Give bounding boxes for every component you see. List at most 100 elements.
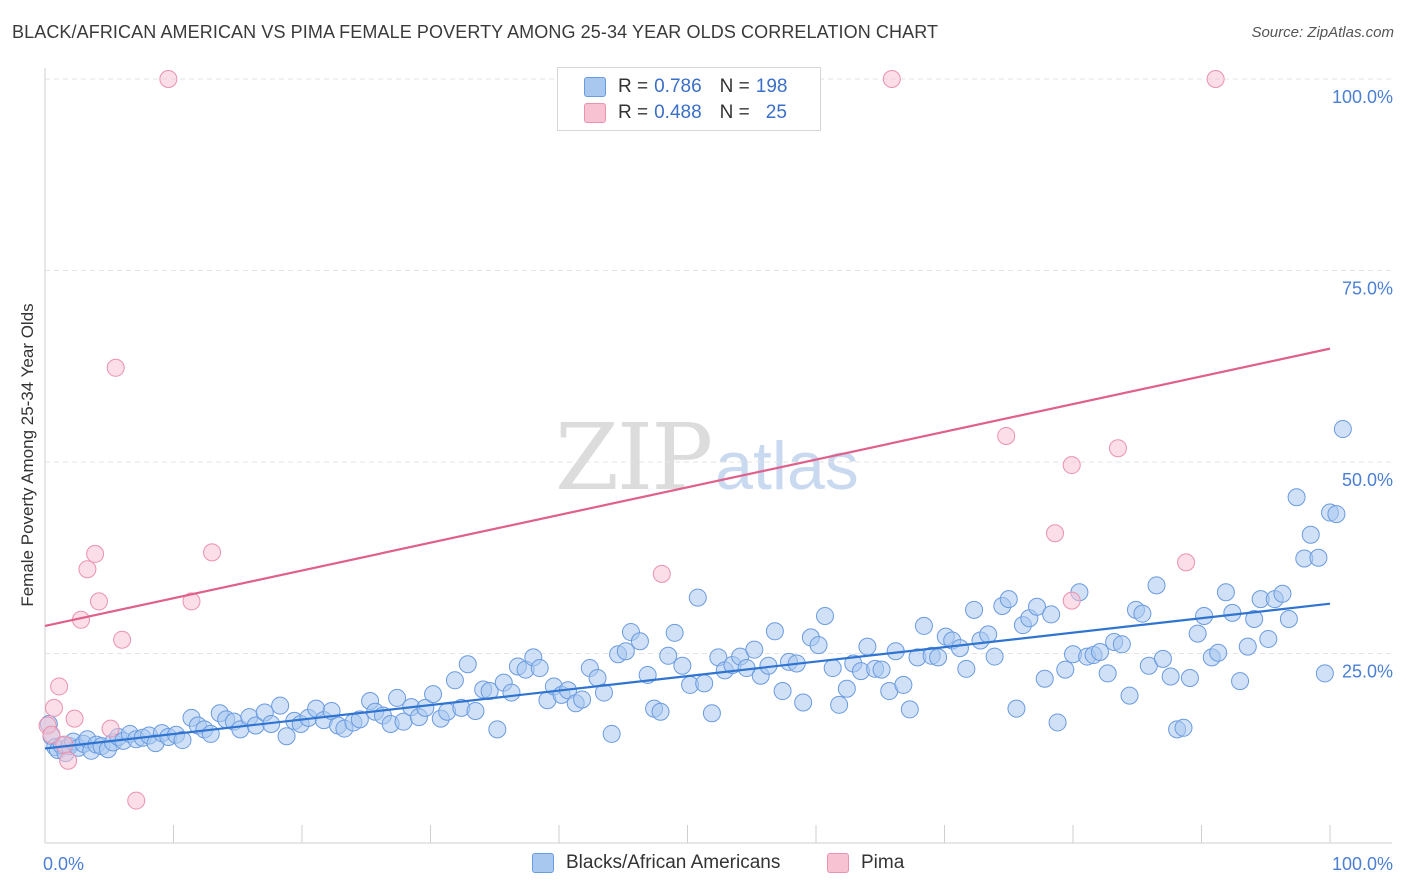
pima-point: [159, 70, 178, 88]
blacks-point: [445, 671, 464, 690]
blacks-point: [794, 693, 813, 712]
legend-item-label: Blacks/African Americans: [566, 852, 781, 873]
legend-n-value: 25: [765, 102, 787, 123]
legend-item-blacks: Blacks/African Americans: [532, 852, 780, 874]
blacks-point: [695, 674, 714, 693]
blacks-point: [688, 588, 707, 607]
pima-point: [127, 791, 146, 810]
blacks-point: [1238, 637, 1257, 656]
blacks-point: [1028, 597, 1047, 616]
blacks-point: [1245, 610, 1264, 629]
legend-r-label: R =: [618, 102, 649, 123]
legend-row-pima: R = 0.488 N = 25: [584, 101, 787, 125]
blacks-point: [830, 695, 849, 714]
pima-point: [182, 592, 201, 611]
blacks-point: [965, 600, 984, 619]
blacks-point: [1153, 649, 1172, 668]
blacks-point: [416, 698, 435, 717]
blacks-point: [1035, 669, 1054, 688]
blacks-point: [665, 623, 684, 642]
pima-point: [101, 719, 120, 738]
blacks-point: [1133, 604, 1152, 623]
pima-point: [106, 358, 125, 377]
blacks-point: [1273, 584, 1292, 603]
blacks-point: [458, 655, 477, 674]
blacks-point: [350, 710, 369, 729]
blacks-point: [1209, 643, 1228, 662]
blacks-point: [1147, 576, 1166, 595]
blacks-point: [979, 625, 998, 644]
legend-n-label: N =: [719, 76, 750, 97]
blacks-point: [277, 727, 296, 746]
y-tick-label: 75.0%: [1342, 279, 1393, 299]
blacks-point: [1161, 667, 1180, 686]
pima-point: [1062, 591, 1081, 610]
blacks-point: [673, 656, 692, 675]
blacks-point: [271, 696, 290, 715]
pima-trendline: [44, 347, 1331, 627]
pima-point: [65, 709, 84, 728]
blacks-point: [201, 724, 220, 743]
y-tick-label: 25.0%: [1342, 662, 1393, 682]
legend-swatch-blue: [532, 853, 554, 873]
blacks-point: [1309, 548, 1328, 567]
blacks-point: [630, 632, 649, 651]
source-label: Source: ZipAtlas.com: [1251, 24, 1394, 41]
blacks-point: [1301, 525, 1320, 544]
blacks-point: [1042, 605, 1061, 624]
blacks-point: [1048, 713, 1067, 732]
blacks-point: [858, 637, 877, 656]
blacks-point: [502, 683, 521, 702]
pima-point: [1206, 70, 1225, 88]
blacks-point: [388, 688, 407, 707]
blacks-point: [659, 646, 678, 665]
blacks-point: [616, 642, 635, 661]
blacks-point: [1174, 718, 1193, 737]
series-legend: Blacks/African Americans Pima: [0, 852, 1406, 878]
pima-point: [652, 564, 671, 583]
pima-point: [44, 698, 63, 717]
legend-row-blacks: R = 0.786 N = 198: [584, 75, 787, 99]
blacks-point: [914, 616, 933, 635]
pima-point: [113, 630, 132, 649]
y-tick-label: 100.0%: [1332, 87, 1393, 107]
blacks-point: [950, 639, 969, 658]
x-tick-label: 100.0%: [1332, 854, 1393, 874]
blacks-point: [765, 622, 784, 641]
blacks-point: [466, 701, 485, 720]
blacks-point: [1007, 699, 1026, 718]
legend-r-value: 0.488: [654, 102, 702, 123]
blacks-point: [594, 683, 613, 702]
blacks-point: [602, 724, 621, 743]
blacks-point: [530, 659, 549, 678]
blacks-point: [1287, 488, 1306, 507]
legend-r-value: 0.786: [654, 76, 702, 97]
blacks-point: [651, 702, 670, 721]
blacks-point: [1056, 660, 1075, 679]
blacks-point: [809, 636, 828, 655]
legend-item-label: Pima: [861, 852, 905, 873]
blacks-point: [1315, 664, 1334, 683]
blacks-point: [815, 606, 834, 625]
legend-item-pima: Pima: [827, 852, 904, 874]
blacks-point: [1195, 606, 1214, 625]
blacks-point: [1090, 642, 1109, 661]
blacks-point: [488, 720, 507, 739]
pima-point: [89, 592, 108, 611]
blacks-point: [1333, 420, 1352, 439]
blacks-point: [985, 647, 1004, 666]
blacks-point: [999, 590, 1018, 609]
blacks-point: [1223, 603, 1242, 622]
blacks-point: [1231, 672, 1250, 691]
pima-point: [59, 751, 78, 770]
legend-n-value: 198: [755, 76, 788, 97]
pima-point: [78, 560, 97, 579]
blacks-point: [1279, 610, 1298, 629]
blacks-point: [1180, 669, 1199, 688]
pima-point: [50, 677, 69, 696]
legend-swatch-pink: [584, 103, 606, 123]
blacks-point: [929, 648, 948, 667]
blacks-point: [1188, 624, 1207, 643]
blacks-point: [823, 659, 842, 678]
